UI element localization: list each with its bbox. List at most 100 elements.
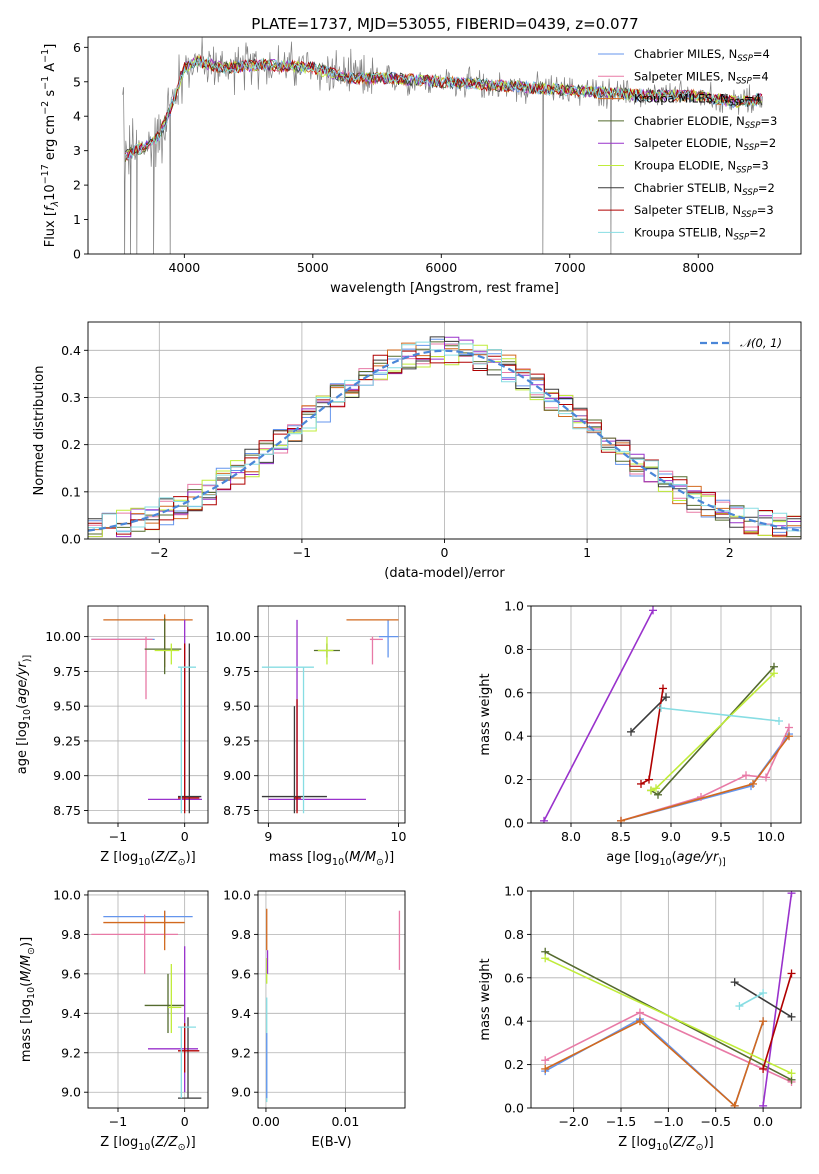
- label-part: SSP: [734, 232, 750, 242]
- plus-marker: [787, 1012, 796, 1021]
- label-part: −1: [40, 76, 51, 90]
- y-tick: 9.4: [61, 1006, 88, 1021]
- plus-marker: [635, 1017, 644, 1026]
- weight-line: [734, 981, 792, 1018]
- residual-legend: 𝒩(0, 1): [700, 336, 782, 350]
- y-tick-label: 9.25: [53, 733, 81, 748]
- legend-label: Chabrier STELIB, NSSP=2: [634, 181, 775, 198]
- label-part: 10: [332, 857, 344, 868]
- x-tick: 7000: [554, 254, 586, 275]
- x-tick: 10.0: [757, 823, 785, 844]
- y-tick-label: 0.8: [504, 642, 524, 657]
- y-tick: 3: [73, 143, 88, 158]
- y-tick-label: 8.75: [53, 803, 81, 818]
- y-tick: 0.8: [504, 927, 531, 942]
- plus-marker: [540, 816, 548, 823]
- mass-vs-metallicity-panel: −1 09.09.29.49.69.810.0Z [log10(Z/Z⊙)]mas…: [19, 887, 209, 1153]
- label-part: erg cm: [43, 115, 58, 164]
- label-part: Z [log: [100, 850, 138, 865]
- y-tick-label: 9.0: [231, 1085, 251, 1100]
- error-bar-point: [378, 619, 399, 658]
- x-tick-label: 0.01: [331, 1114, 359, 1129]
- legend-label: 𝒩(0, 1): [740, 336, 782, 350]
- legend-entry: Salpeter MILES, NSSP=4: [598, 69, 769, 86]
- y-tick: 0.2: [504, 772, 531, 787]
- x-tick-label: 0.0: [753, 1114, 773, 1129]
- label-part: (: [672, 850, 677, 865]
- axes-frame: −2.0 −1.5 −1.0 −0.5 0.0 0.0 0.2 0.4 0.6 0.8 1.0 Z […: [478, 884, 802, 1153]
- y-tick: 0.6: [504, 685, 531, 700]
- y-tick-label: 10.00: [215, 629, 251, 644]
- weight-line: [544, 957, 792, 1075]
- y-tick: 9.50: [53, 699, 88, 714]
- label-part: )]: [704, 1135, 714, 1150]
- y-tick: 9.50: [223, 699, 258, 714]
- label-part: =4: [752, 69, 769, 83]
- legend-entry: Kroupa ELODIE, NSSP=3: [598, 159, 769, 176]
- label-part: (: [344, 850, 349, 865]
- plus-marker: [759, 1017, 768, 1026]
- label-part: Chabrier MILES, N: [634, 47, 737, 61]
- plus-marker: [787, 969, 796, 978]
- plus-marker: [735, 1002, 744, 1011]
- label-part: (: [19, 982, 34, 987]
- y-tick-label: 0.0: [504, 816, 524, 831]
- label-part: (: [150, 1135, 155, 1150]
- x-tick-label: −1: [109, 829, 127, 844]
- label-part: 10: [43, 184, 58, 201]
- y-tick-label: 5: [73, 74, 81, 89]
- label-part: age [log: [606, 850, 659, 865]
- label-part: (: [15, 704, 30, 709]
- label-part: Kroupa ELODIE, N: [634, 159, 736, 173]
- axes-frame: −2 −1 0 1 2 0.0 0.1 0.2 0.3 0.4 (data-model)/error…: [32, 321, 802, 581]
- label-part: =3: [760, 114, 777, 128]
- y-tick-label: 0.4: [61, 343, 81, 358]
- legend-entry: Salpeter ELODIE, NSSP=2: [598, 136, 776, 153]
- weight-series: [647, 669, 778, 795]
- x-tick: −1: [109, 1108, 127, 1129]
- x-tick-label: 6000: [425, 260, 457, 275]
- plus-marker: [637, 779, 645, 788]
- label-part: 10: [660, 857, 672, 868]
- x-tick-label: 9: [264, 829, 272, 844]
- label-part: −17: [40, 164, 51, 184]
- axes-border: [530, 605, 802, 824]
- y-tick-label: 0.0: [504, 1101, 524, 1116]
- label-part: M/M: [19, 955, 34, 982]
- weight-vs-metallicity-panel: −2.0 −1.5 −1.0 −0.5 0.0 0.0 0.2 0.4 0.6 0.8 1.0 Z […: [478, 884, 802, 1153]
- weight-series: [637, 684, 667, 788]
- y-tick: 6: [73, 40, 88, 55]
- y-axis-label: mass [log10(M/M⊙)]: [19, 937, 37, 1062]
- plus-marker: [730, 1101, 739, 1108]
- histogram-line: [88, 336, 801, 530]
- y-tick-label: 0.1: [61, 484, 81, 499]
- y-tick-label: 9.6: [61, 966, 81, 981]
- y-tick-label: 9.0: [61, 1085, 81, 1100]
- plot-area: [541, 891, 796, 1108]
- weight-line: [620, 735, 790, 822]
- plot-area: [88, 336, 801, 538]
- x-tick: 10: [391, 823, 406, 844]
- label-part: Z/Z: [154, 1135, 178, 1150]
- error-bar-point: [261, 666, 314, 814]
- y-axis-label: mass weight: [478, 673, 493, 755]
- y-tick-label: 0.4: [504, 729, 524, 744]
- y-tick: 0.4: [504, 729, 531, 744]
- weight-vs-age-panel: 8.0 8.5 9.0 9.5 10.0 0.0 0.2 0.4 0.6 0.8 1.0 age [l…: [478, 599, 802, 868]
- x-axis-label: Z [log10(Z/Z⊙)]: [618, 1135, 713, 1153]
- plus-marker: [787, 1069, 796, 1078]
- x-tick-label: 10.0: [757, 829, 785, 844]
- error-bar-point: [103, 614, 193, 668]
- x-tick: −0.5: [701, 1108, 731, 1129]
- plot-area: [122, 37, 763, 254]
- y-tick-label: 9.75: [53, 664, 81, 679]
- label-part: ]: [43, 44, 58, 49]
- y-tick: 0.2: [61, 437, 88, 452]
- y-tick: 9.2: [231, 1045, 258, 1060]
- y-tick-label: 3: [73, 143, 81, 158]
- y-axis-label: mass weight: [478, 958, 493, 1040]
